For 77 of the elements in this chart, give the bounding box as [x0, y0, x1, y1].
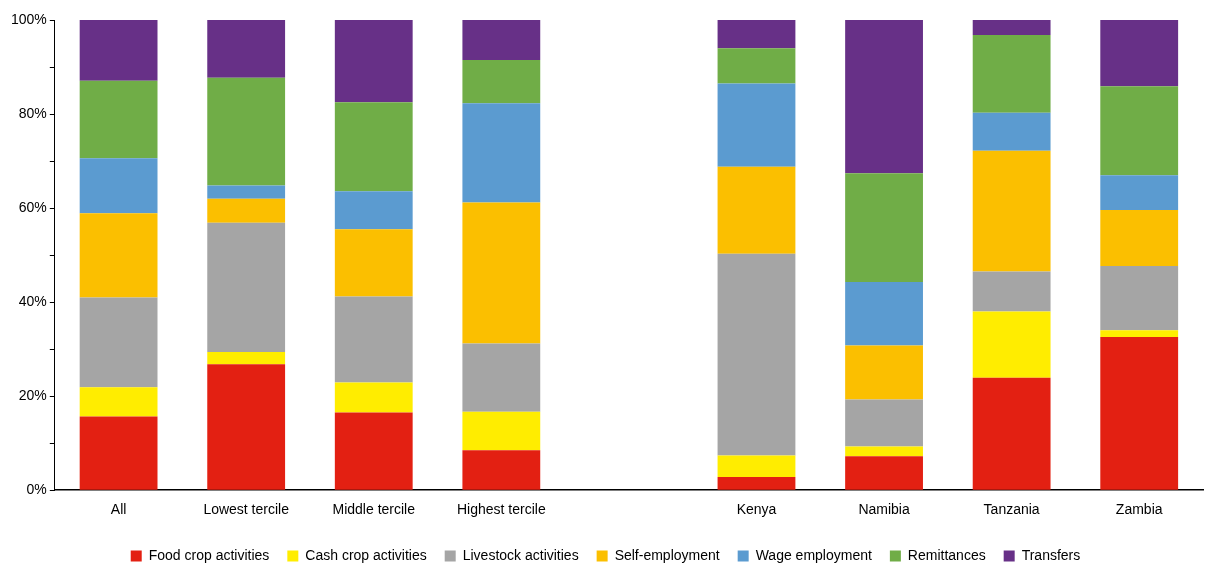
legend-label: Livestock activities [462, 546, 579, 563]
legend-label: Transfers [1021, 546, 1081, 563]
bar [462, 59, 541, 104]
bar [717, 455, 796, 478]
bar [972, 35, 1051, 113]
legend-label: Self-employment [614, 546, 720, 563]
bar [1100, 20, 1179, 87]
bar [1100, 175, 1179, 210]
bar [334, 229, 413, 297]
bar [334, 191, 413, 230]
bar [334, 102, 413, 192]
bar [79, 416, 158, 490]
bar [717, 477, 796, 490]
bar [79, 297, 158, 388]
bar [972, 271, 1051, 312]
bar [207, 364, 286, 490]
bar [717, 253, 796, 456]
bar [207, 222, 286, 352]
bar [972, 112, 1051, 151]
x-tick-label: Highest tercile [456, 501, 546, 518]
bar [845, 20, 923, 174]
x-tick-label: Tanzania [983, 501, 1040, 518]
bar [462, 20, 541, 60]
bar [845, 446, 923, 457]
bar [972, 311, 1051, 378]
bar [79, 20, 158, 81]
legend-label: Cash crop activities [305, 546, 427, 563]
bar [334, 382, 413, 413]
y-tick-label: 20% [18, 387, 47, 404]
bar [207, 20, 286, 78]
bar [207, 77, 286, 186]
bar [207, 185, 286, 199]
bar [334, 412, 413, 490]
bar [972, 150, 1051, 272]
legend-label: Remittances [907, 546, 986, 563]
x-tick-label: Lowest tercile [203, 501, 290, 518]
y-tick-label: 0% [26, 481, 47, 498]
bar [462, 411, 541, 451]
bar [1100, 336, 1179, 490]
legend-label: Wage employment [755, 546, 872, 563]
x-tick-label: Middle tercile [332, 501, 416, 518]
y-tick-label: 100% [10, 10, 47, 27]
x-tick-label: Zambia [1115, 501, 1163, 518]
bar [79, 213, 158, 298]
bar [334, 296, 413, 383]
bar [845, 456, 923, 490]
y-tick-label: 60% [18, 198, 47, 215]
x-tick-label: All [110, 501, 127, 518]
bar [717, 20, 796, 49]
bar [717, 48, 796, 84]
bar [462, 450, 541, 490]
bar [1100, 330, 1179, 337]
y-tick-label: 80% [18, 104, 47, 121]
x-tick-label: Kenya [736, 501, 777, 518]
bar [462, 103, 541, 203]
bar [972, 20, 1051, 36]
bar [845, 399, 923, 447]
bar [717, 166, 796, 254]
bar [717, 83, 796, 167]
bar [972, 377, 1051, 490]
legend-label: Food crop activities [148, 546, 270, 563]
bar [79, 80, 158, 159]
bar [1100, 86, 1179, 176]
bar [845, 345, 923, 400]
y-tick-label: 40% [18, 292, 47, 309]
bar [1100, 265, 1179, 331]
bar [845, 173, 923, 282]
bar [207, 198, 286, 223]
bar [845, 281, 923, 346]
bar [462, 343, 541, 412]
bar [334, 20, 413, 103]
bar [462, 202, 541, 344]
bar [79, 387, 158, 417]
bar [207, 351, 286, 365]
x-tick-label: Namibia [858, 501, 910, 518]
bar [79, 158, 158, 214]
bar [1100, 209, 1179, 266]
